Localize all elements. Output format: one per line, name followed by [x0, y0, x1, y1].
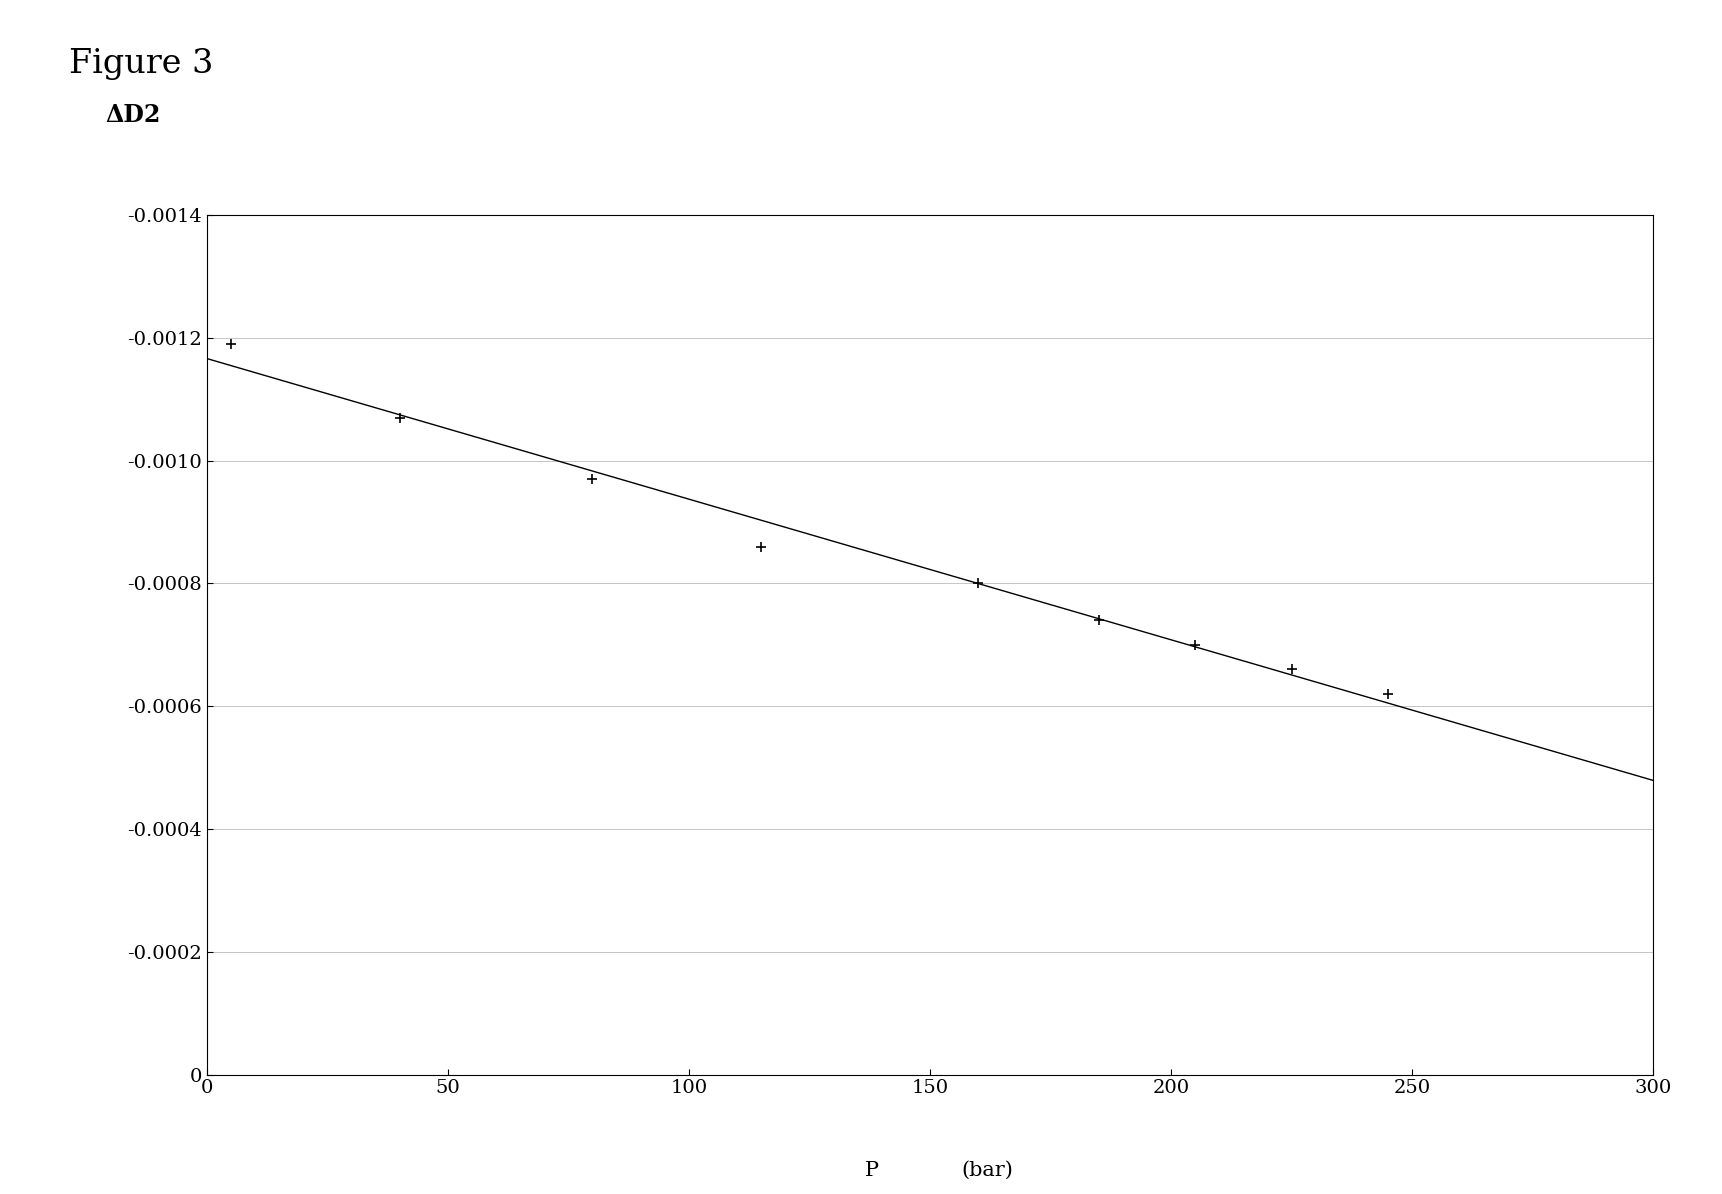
- Text: (bar): (bar): [963, 1161, 1014, 1180]
- Text: ΔD2: ΔD2: [105, 103, 160, 128]
- Text: Figure 3: Figure 3: [69, 48, 214, 80]
- Text: P: P: [864, 1161, 878, 1180]
